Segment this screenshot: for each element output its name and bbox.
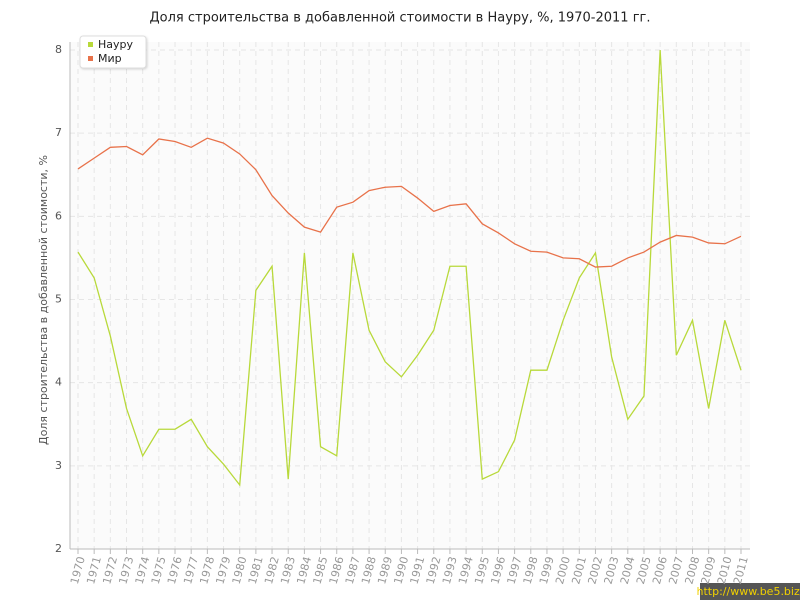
legend-label: Мир [98, 52, 122, 65]
series-line [77, 49, 742, 487]
y-tick-label: 4 [55, 376, 62, 389]
y-tick-label: 5 [55, 293, 62, 306]
watermark: http://www.be5.biz/ [697, 585, 800, 598]
legend-marker [88, 42, 93, 47]
y-axis-label: Доля строительства в добавленной стоимос… [37, 155, 50, 445]
legend-box [79, 35, 147, 69]
y-tick-label: 3 [55, 459, 62, 472]
series-line [77, 137, 742, 268]
y-tick-label: 8 [55, 43, 62, 56]
chart-title: Доля строительства в добавленной стоимос… [149, 11, 650, 26]
plot-area [70, 42, 750, 549]
y-tick-label: 7 [55, 126, 62, 139]
legend-marker [88, 56, 93, 61]
legend-label: Науру [98, 38, 134, 51]
watermark-bg [700, 583, 800, 600]
y-tick-label: 2 [55, 542, 62, 555]
y-tick-label: 6 [55, 209, 62, 222]
